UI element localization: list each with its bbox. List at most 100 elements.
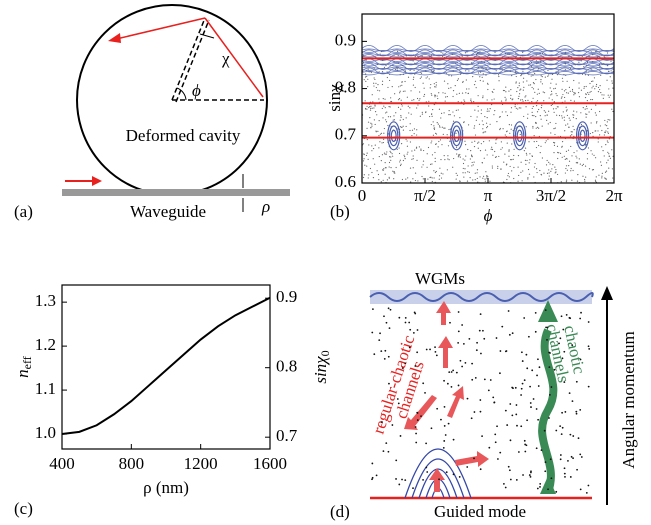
orbit-dot	[508, 90, 510, 92]
orbit-dot	[416, 97, 419, 100]
chaos-dot	[535, 447, 538, 450]
orbit-dot	[495, 139, 497, 141]
orbit-dot	[504, 134, 506, 136]
orbit-dot	[381, 83, 384, 86]
chaos-dot	[545, 326, 547, 329]
orbit-dot	[603, 134, 605, 136]
chaos-dot	[479, 399, 482, 401]
orbit-dot	[433, 127, 436, 129]
orbit-dot	[564, 172, 566, 174]
orbit-dot	[371, 150, 373, 152]
orbit-dot	[430, 123, 432, 126]
orbit-dot	[573, 128, 575, 131]
orbit-dot	[510, 158, 512, 161]
label-sub: 0	[318, 350, 332, 356]
orbit-dot	[394, 172, 396, 174]
chaos-dot	[559, 458, 562, 461]
orbit-dot	[474, 140, 476, 142]
chaos-dot	[387, 450, 390, 453]
orbit-dot	[433, 103, 435, 106]
orbit-dot	[482, 132, 484, 134]
orbit-dot	[584, 74, 586, 76]
orbit-dot	[517, 155, 520, 157]
orbit-dot	[442, 52, 444, 54]
orbit-dot	[527, 177, 529, 179]
orbit-dot	[526, 80, 528, 82]
orbit-dot	[488, 110, 490, 112]
chaos-dot	[416, 419, 419, 421]
chaos-dot	[448, 371, 451, 374]
orbit-dot	[510, 97, 512, 99]
orbit-dot	[374, 104, 376, 106]
orbit-dot	[468, 88, 470, 90]
orbit-dot	[366, 127, 368, 129]
orbit-dot	[477, 72, 480, 74]
orbit-dot	[413, 128, 416, 130]
orbit-dot	[558, 114, 561, 117]
orbit-dot	[426, 153, 428, 155]
chaos-dot	[544, 309, 547, 312]
orbit-dot	[554, 87, 556, 89]
chaos-dot	[493, 401, 496, 404]
orbit-dot	[599, 88, 601, 91]
orbit-dot	[491, 99, 493, 101]
orbit-dot	[591, 98, 594, 101]
orbit-dot	[597, 130, 599, 132]
orbit-dot	[523, 150, 525, 152]
chaos-dot	[387, 355, 390, 358]
orbit-dot	[477, 147, 479, 149]
orbit-dot	[430, 83, 432, 86]
orbit-dot	[431, 115, 433, 117]
orbit-dot	[560, 97, 563, 99]
orbit-dot	[387, 124, 389, 127]
orbit-dot	[557, 151, 559, 154]
orbit-dot	[443, 155, 445, 157]
chaos-dot	[416, 351, 419, 354]
orbit-dot	[435, 81, 437, 84]
orbit-dot	[370, 105, 372, 107]
orbit-dot	[588, 111, 590, 113]
orbit-dot	[423, 87, 425, 89]
chaos-dot	[509, 439, 512, 442]
orbit-dot	[499, 116, 501, 118]
orbit-dot	[543, 92, 546, 94]
x-tick-label: π	[484, 186, 493, 205]
chaos-dot	[569, 476, 572, 478]
orbit-dot	[438, 175, 441, 177]
orbit-dot	[397, 99, 400, 101]
orbit-dot	[508, 150, 510, 152]
orbit-dot	[441, 144, 443, 146]
chaos-dot	[548, 393, 551, 396]
orbit-dot	[384, 98, 386, 100]
orbit-dot	[551, 99, 553, 101]
orbit-dot	[442, 133, 444, 135]
orbit-dot	[367, 177, 369, 179]
orbit-dot	[414, 73, 416, 75]
orbit-dot	[440, 51, 442, 53]
orbit-dot	[532, 74, 534, 77]
orbit-dot	[385, 167, 387, 169]
orbit-dot	[530, 75, 532, 77]
orbit-dot	[578, 82, 580, 84]
orbit-dot	[532, 127, 534, 129]
orbit-dot	[548, 172, 550, 174]
chaos-dot	[560, 433, 563, 436]
orbit-dot	[480, 112, 482, 115]
panel-label: (b)	[330, 202, 350, 221]
orbit-dot	[487, 83, 489, 85]
orbit-dot	[578, 61, 580, 63]
orbit-dot	[580, 112, 582, 114]
orbit-dot	[535, 122, 537, 124]
orbit-dot	[369, 109, 372, 111]
orbit-dot	[448, 110, 450, 112]
chaos-dot	[520, 394, 522, 396]
chaos-dot	[524, 443, 527, 446]
chaos-dot	[501, 325, 504, 328]
orbit-dot	[411, 134, 413, 137]
chaos-dot	[523, 379, 526, 382]
chaos-dot	[478, 329, 481, 332]
chaos-dot	[567, 460, 569, 462]
chaos-dot	[446, 382, 449, 385]
orbit-dot	[537, 126, 539, 128]
